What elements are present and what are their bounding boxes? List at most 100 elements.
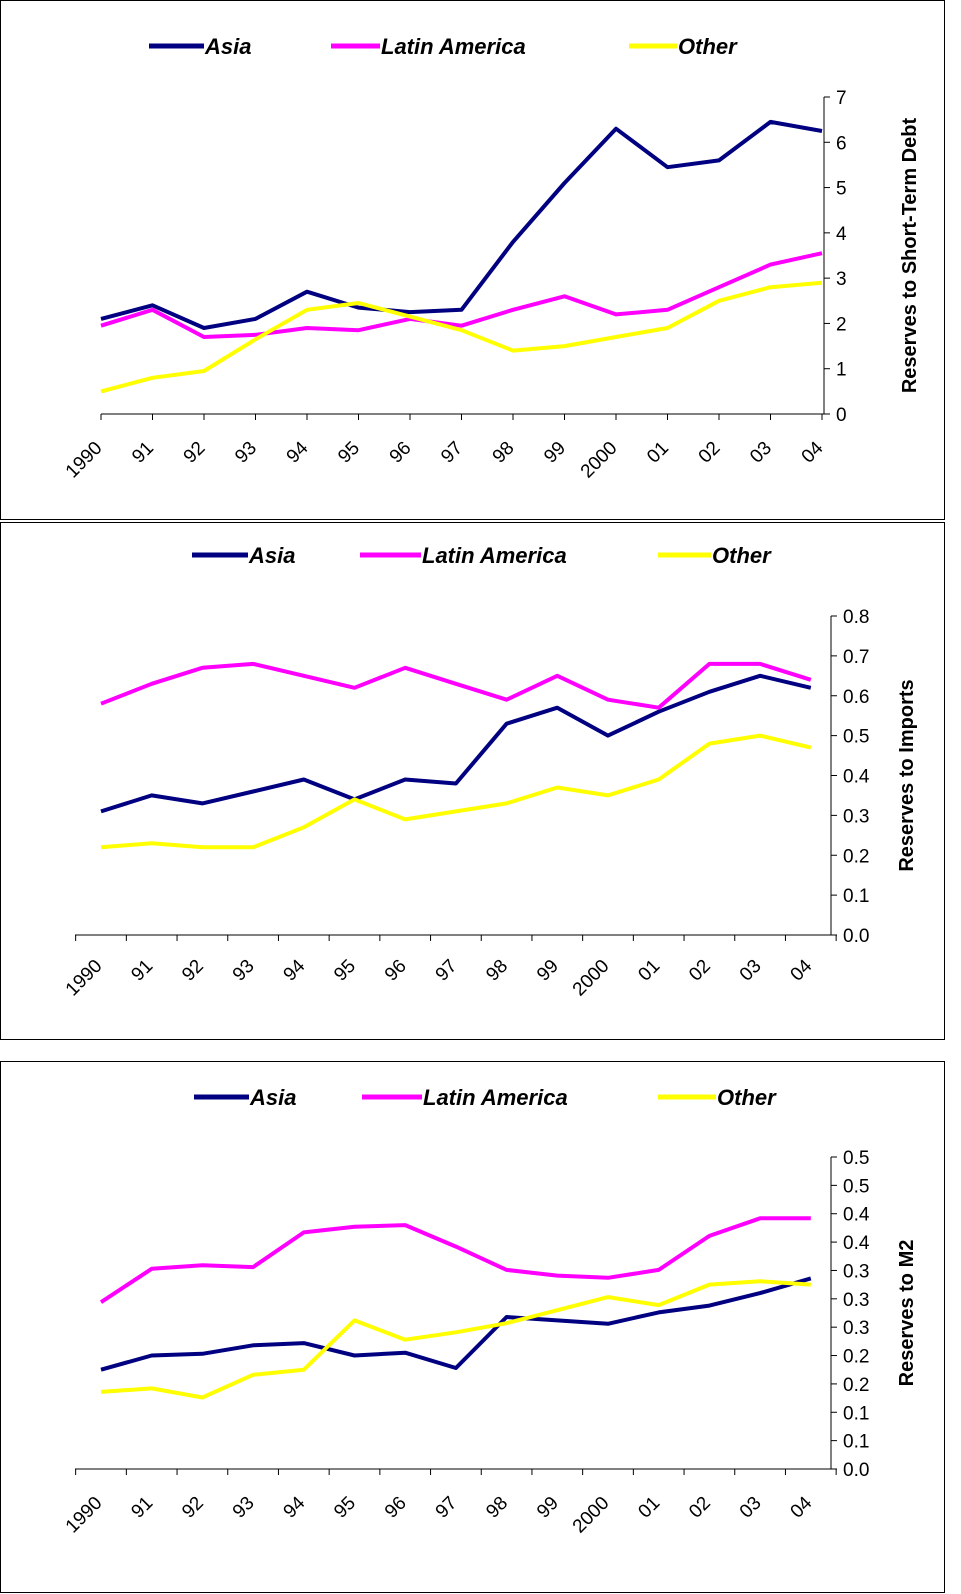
y-tick-label: 0.5 [843,1176,869,1197]
x-tick-label: 97 [437,438,467,468]
x-tick-label: 95 [334,438,364,468]
x-tick-label: 92 [178,956,208,986]
x-tick-label: 96 [386,438,416,468]
x-tick-label: 1990 [62,956,107,1001]
y-tick-label: 7 [836,88,847,109]
y-tick-label: 0.5 [843,1148,869,1169]
x-tick-label: 93 [229,956,259,986]
y-tick-label: 0.1 [843,1403,869,1424]
series-line-other [100,1279,811,1400]
y-tick-label: 0.5 [843,727,869,748]
y-tick-label: 0.2 [843,1347,869,1368]
y-tick-label: 0.8 [843,607,869,628]
x-tick-label: 98 [489,438,519,468]
x-tick-label: 92 [180,438,210,468]
x-tick-label: 99 [540,438,570,468]
x-tick-label: 94 [280,1492,310,1522]
x-tick-label: 96 [381,956,411,986]
series-line-other [100,733,812,850]
chart-panel-reserves-short-term-debt: 0 1 2 3 4 5 6 7 1990 91 92 93 94 95 96 97 98 99 2000 01 02 03… [0,0,945,520]
y-tick-label: 2 [836,314,847,335]
y-tick-label: 0.3 [843,1261,869,1282]
y-tick-label: 0.6 [843,687,869,708]
y-tick-label: 0.4 [843,1233,870,1254]
x-tick-label: 91 [127,1493,157,1523]
x-tick-label: 01 [643,438,673,468]
chart-svg: 0.0 0.1 0.1 0.2 0.2 0.3 0.3 0.3 0.4 0.4 0.5 0.5 1990… [62,1085,918,1538]
x-tick-label: 2000 [569,956,614,1001]
x-tick-label: 97 [432,956,462,986]
x-tick-label: 02 [685,1493,715,1523]
x-tick-label: 95 [330,1493,360,1523]
series-line-asia [100,119,823,330]
chart-svg: 0.0 0.1 0.2 0.3 0.4 0.5 0.6 0.7 0.8 1990 91 92 93 94 9… [62,543,918,1001]
x-tick-label: 94 [283,437,313,467]
x-tick-label: 2000 [577,438,622,483]
y-tick-label: 0.1 [843,1432,869,1453]
x-tick-label: 92 [178,1493,208,1523]
y-tick-label: 0.3 [843,1290,869,1311]
y-axis-title: Reserves to Imports [896,679,918,871]
x-tick-label: 03 [736,956,766,986]
x-tick-label: 04 [787,1492,817,1522]
chart-panel-reserves-m2: 0.0 0.1 0.1 0.2 0.2 0.3 0.3 0.3 0.4 0.4 0.5 0.5 1990… [0,1061,945,1593]
legend-label-asia: Asia [204,34,251,59]
x-tick-label: 02 [695,438,725,468]
legend-label-latin-america: Latin America [381,34,526,59]
y-tick-label: 0.4 [843,1205,870,1226]
y-tick-label: 0.7 [843,647,869,668]
y-tick-label: 0.3 [843,806,869,827]
x-tick-label: 1990 [62,438,107,483]
series-line-latin-america [100,251,823,339]
x-tick-label: 98 [482,956,512,986]
x-tick-label: 96 [381,1493,411,1523]
x-tick-label: 91 [128,438,158,468]
y-tick-label: 1 [836,360,847,381]
y-tick-label: 0.3 [843,1318,869,1339]
y-tick-label: 0 [836,405,847,426]
x-tick-label: 97 [432,1493,462,1523]
x-tick-label: 03 [746,438,776,468]
x-tick-label: 03 [736,1493,766,1523]
y-tick-label: 5 [836,179,847,200]
y-axis-title: Reserves to M2 [896,1240,918,1387]
legend-label-other: Other [717,1085,777,1110]
x-tick-label: 04 [798,437,828,467]
x-tick-label: 04 [787,955,817,985]
x-tick-label: 94 [280,955,310,985]
y-tick-label: 3 [836,269,847,290]
legend-label-latin-america: Latin America [423,1085,568,1110]
y-tick-label: 0.0 [843,1460,869,1481]
x-tick-label: 99 [533,1493,563,1523]
series-line-other [100,280,823,394]
x-tick-label: 99 [533,956,563,986]
legend-label-other: Other [678,34,738,59]
x-tick-label: 01 [634,956,664,986]
y-axis-title: Reserves to Short-Term Debt [899,118,921,394]
series-line-asia [100,1276,812,1372]
x-tick-label: 93 [229,1493,259,1523]
y-tick-label: 4 [836,224,847,245]
y-tick-label: 6 [836,133,847,154]
x-tick-label: 93 [231,438,261,468]
legend-label-other: Other [712,543,772,568]
series-line-asia [100,673,812,814]
y-tick-label: 0.2 [843,846,869,867]
x-tick-label: 01 [634,1493,664,1523]
y-tick-label: 0.4 [843,767,870,788]
x-tick-label: 98 [482,1493,512,1523]
legend-label-asia: Asia [248,543,295,568]
y-tick-label: 0.2 [843,1375,869,1396]
x-tick-label: 2000 [569,1493,614,1538]
y-tick-label: 0.1 [843,886,869,907]
series-line-latin-america [100,661,812,710]
x-tick-label: 95 [330,956,360,986]
legend-label-latin-america: Latin America [422,543,567,568]
legend-label-asia: Asia [249,1085,296,1110]
x-tick-label: 1990 [62,1493,107,1538]
x-tick-label: 02 [685,956,715,986]
x-tick-label: 91 [127,956,157,986]
y-tick-label: 0.0 [843,926,869,947]
chart-panel-reserves-imports: 0.0 0.1 0.2 0.3 0.4 0.5 0.6 0.7 0.8 1990 91 92 93 94 9… [0,522,945,1040]
